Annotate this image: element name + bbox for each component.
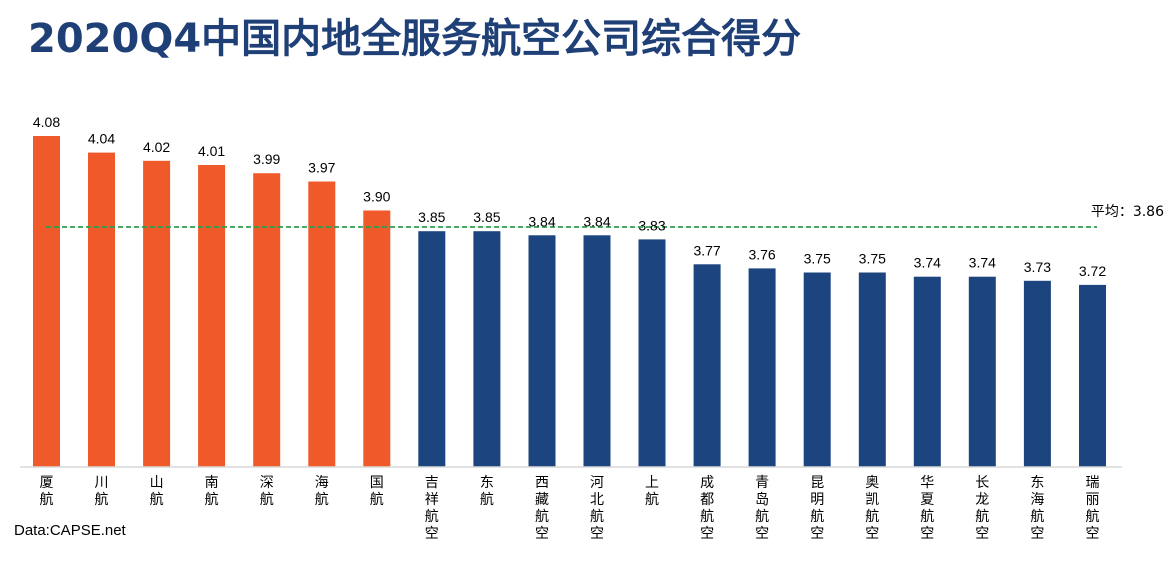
value-label: 3.75	[859, 251, 886, 267]
category-label: 华夏航空	[920, 475, 934, 542]
value-label: 3.90	[363, 189, 390, 205]
value-label: 3.85	[473, 209, 500, 225]
value-label: 4.02	[143, 139, 170, 155]
bar	[363, 210, 391, 467]
bar	[198, 165, 226, 467]
category-label: 成都航空	[700, 475, 714, 542]
bar	[528, 235, 556, 467]
bar	[858, 272, 886, 467]
bar	[418, 231, 446, 467]
average-group: 平均：3.86	[46, 204, 1164, 228]
bar	[748, 268, 776, 467]
category-label: 川航	[95, 475, 109, 508]
bars-group	[33, 136, 1106, 468]
value-label: 3.73	[1024, 259, 1051, 275]
value-label: 3.85	[418, 209, 445, 225]
value-label: 3.77	[693, 242, 720, 258]
bar	[1079, 284, 1106, 467]
category-label: 西藏航空	[535, 475, 549, 542]
value-label: 3.84	[528, 213, 555, 229]
category-label: 山航	[150, 475, 164, 508]
value-label: 4.08	[33, 114, 60, 130]
data-source: Data:CAPSE.net	[14, 522, 126, 539]
category-label: 吉祥航空	[425, 475, 439, 542]
value-label: 4.04	[88, 131, 115, 147]
category-label: 海航	[315, 475, 329, 508]
category-label: 昆明航空	[810, 475, 824, 542]
average-label: 平均：3.86	[1091, 204, 1164, 220]
value-label: 3.75	[804, 251, 831, 267]
bar	[33, 136, 60, 467]
category-label: 瑞丽航空	[1086, 475, 1100, 542]
bar	[693, 264, 721, 467]
category-label: 深航	[260, 475, 274, 508]
category-label: 东海航空	[1030, 475, 1044, 542]
category-labels-group: 厦航 川航 山航 南航 深航 海航 国航 吉祥航空 东航 西藏航空 河北航空 上航 成都航空 青岛航空 昆明…	[40, 474, 1100, 542]
value-labels-group: 4.08 4.04 4.02 4.01 3.99 3.97 3.90 3.85 3.85 3.84…	[33, 114, 1106, 279]
category-label: 河北航空	[590, 475, 604, 542]
value-label: 3.83	[638, 217, 665, 233]
bar	[968, 276, 996, 467]
category-label: 长龙航空	[975, 475, 989, 542]
category-label: 国航	[370, 475, 384, 508]
bar	[88, 152, 115, 467]
bar	[913, 276, 941, 467]
category-label: 厦航	[40, 475, 54, 508]
bar	[143, 160, 171, 468]
value-label: 4.01	[198, 143, 225, 159]
bar	[583, 235, 611, 467]
value-label: 3.74	[914, 255, 941, 271]
category-label: 青岛航空	[755, 475, 769, 542]
value-label: 3.99	[253, 151, 280, 167]
value-label: 3.84	[583, 213, 610, 229]
value-label: 3.76	[748, 246, 775, 262]
value-label: 3.74	[969, 255, 996, 271]
bar	[308, 181, 336, 467]
category-label: 南航	[205, 475, 219, 508]
chart-title: 2020Q4中国内地全服务航空公司综合得分	[28, 16, 802, 62]
category-label: 东航	[480, 475, 494, 508]
bar	[473, 231, 501, 467]
value-label: 3.97	[308, 160, 335, 176]
bar	[1023, 280, 1051, 467]
bar	[638, 239, 666, 467]
bar	[803, 272, 831, 467]
category-label: 奥凯航空	[865, 474, 879, 542]
category-label: 上航	[645, 475, 659, 508]
value-label: 3.72	[1079, 263, 1106, 279]
bar	[253, 173, 281, 467]
